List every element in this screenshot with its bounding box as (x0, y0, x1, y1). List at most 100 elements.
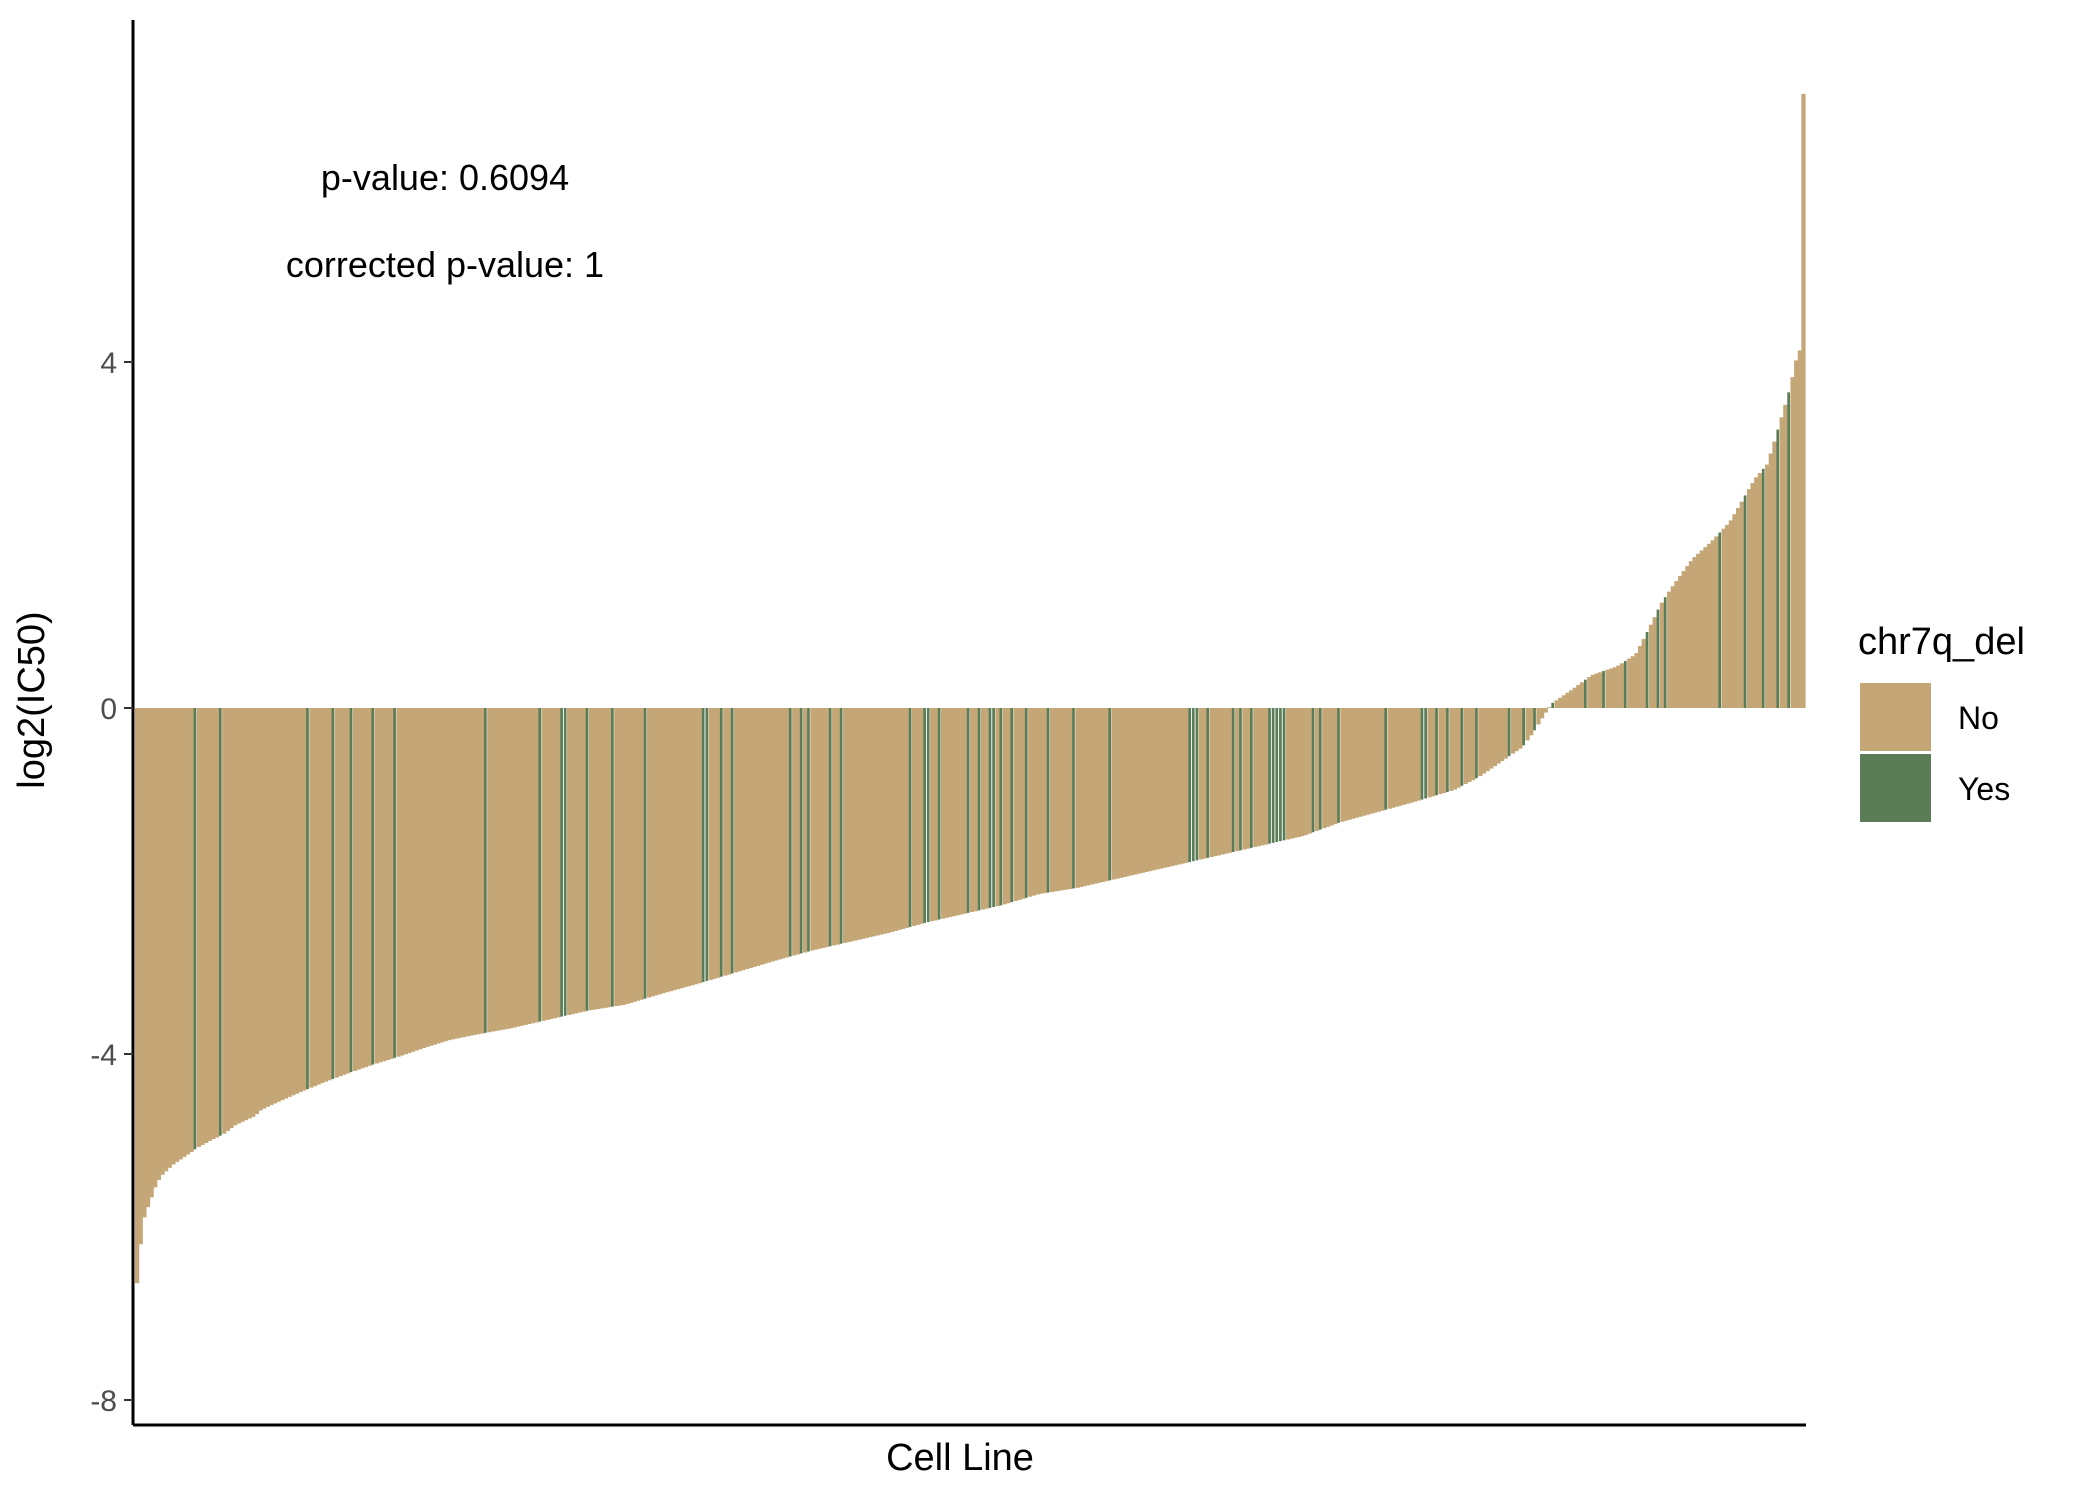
annotation-corrected-p-value: corrected p-value: 1 (286, 244, 604, 285)
legend-label-yes: Yes (1958, 771, 2010, 807)
bar-no (254, 708, 260, 1115)
bar-no (1500, 708, 1505, 762)
bar-no (1616, 665, 1621, 708)
bar-no (211, 708, 216, 1140)
bar-no (323, 708, 329, 1082)
bar-no (316, 708, 321, 1085)
bar-no (1489, 708, 1494, 769)
bar-no (842, 708, 848, 943)
bar-yes (1475, 708, 1478, 779)
bar-no (1133, 708, 1138, 875)
bar-no (1314, 708, 1320, 831)
bar-yes (799, 708, 803, 954)
bar-no (1180, 708, 1185, 864)
bar-no (832, 708, 837, 946)
bar-yes (1231, 708, 1235, 852)
legend-key-yes (1860, 754, 1931, 822)
bar-no (636, 708, 641, 1001)
bar-no (178, 708, 183, 1160)
bar-no (1714, 536, 1719, 708)
bar-no (1402, 708, 1407, 805)
bar-no (1256, 708, 1262, 847)
bar-no (1235, 708, 1240, 852)
bar-no (1492, 708, 1498, 767)
bar-no (164, 708, 169, 1172)
bar-no (1209, 708, 1214, 857)
bar-no (1147, 708, 1153, 872)
bar-no (1253, 708, 1258, 847)
bar-no (1362, 708, 1367, 816)
bar-no (599, 708, 604, 1009)
bar-no (1688, 561, 1694, 708)
bar-no (1144, 708, 1149, 872)
bar-no (810, 708, 815, 951)
bar-no (294, 708, 299, 1094)
bar-yes (306, 708, 309, 1090)
bar-no (1736, 507, 1741, 708)
bar-no (1220, 708, 1225, 855)
bar-no (439, 708, 445, 1043)
bar-no (541, 708, 546, 1021)
y-tick-label: 0 (100, 693, 117, 726)
bar-yes (923, 708, 926, 923)
bar-yes (1311, 708, 1315, 833)
bar-yes (349, 708, 353, 1073)
bar-no (890, 708, 895, 932)
bar-no (603, 708, 608, 1008)
bar-no (1002, 708, 1007, 905)
bar-yes (393, 708, 396, 1058)
bar-no (1198, 708, 1203, 860)
bar-yes (1623, 660, 1627, 708)
bar-no (425, 708, 430, 1047)
bar-no (1100, 708, 1105, 882)
bar-no (287, 708, 292, 1097)
bar-yes (1507, 708, 1511, 757)
bar-yes (1551, 702, 1555, 708)
bar-no (570, 708, 575, 1015)
bar-yes (1424, 708, 1427, 799)
bar-no (868, 708, 873, 938)
bar-no (1452, 708, 1458, 790)
bar-no (1325, 708, 1331, 827)
bar-no (1285, 708, 1291, 840)
bar-no (1525, 708, 1530, 741)
bar-no (970, 708, 975, 913)
bar-no (1667, 591, 1672, 708)
bar-no (1750, 482, 1755, 708)
bar-no (135, 708, 140, 1284)
bar-yes (966, 708, 970, 913)
bar-no (835, 708, 840, 945)
bar-yes (1787, 392, 1791, 708)
bar-no (1590, 674, 1596, 708)
bar-no (973, 708, 978, 912)
bar-no (1536, 708, 1541, 725)
bar-no (879, 708, 884, 935)
bar-no (1293, 708, 1298, 838)
bar-no (1652, 617, 1657, 708)
bar-no (498, 708, 503, 1031)
bar-yes (1533, 708, 1536, 731)
bar-no (519, 708, 525, 1026)
bar-no (1053, 708, 1058, 892)
bar-no (479, 708, 485, 1034)
bar-no (1449, 708, 1454, 791)
bar-no (458, 708, 463, 1038)
bar-no (1612, 667, 1617, 708)
bar-no (1706, 543, 1712, 708)
bar-no (861, 708, 866, 939)
bar-no (312, 708, 318, 1087)
bar-no (1703, 547, 1708, 708)
bar-no (821, 708, 826, 948)
bar-no (1576, 685, 1581, 708)
bar-no (1158, 708, 1164, 869)
bar-no (381, 708, 387, 1062)
bar-no (418, 708, 423, 1050)
bar-yes (483, 708, 487, 1033)
bar-no (1013, 708, 1018, 902)
bar-no (360, 708, 365, 1069)
bar-no (646, 708, 652, 998)
bar-no (803, 708, 808, 953)
bar-yes (977, 708, 981, 911)
bar-no (410, 708, 416, 1052)
